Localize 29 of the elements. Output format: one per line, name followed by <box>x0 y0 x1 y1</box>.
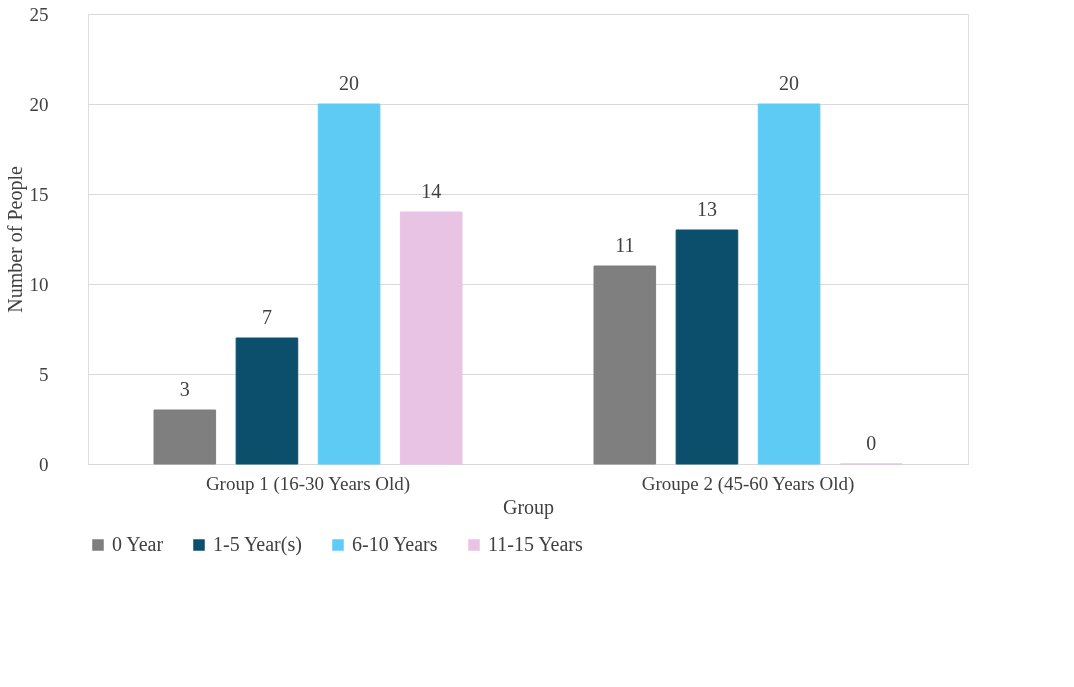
bar <box>317 103 381 465</box>
bar <box>399 211 463 465</box>
legend-label: 1-5 Year(s) <box>213 533 302 556</box>
bar <box>757 103 821 465</box>
x-axis-title: Group <box>502 495 555 519</box>
bar <box>235 337 299 465</box>
y-tick-label: 5 <box>39 363 49 385</box>
data-label: 14 <box>421 180 442 202</box>
data-label: 11 <box>615 234 635 256</box>
y-tick-label: 20 <box>29 93 49 115</box>
bar <box>675 229 739 465</box>
data-label: 3 <box>179 378 190 400</box>
data-label: 7 <box>261 306 272 328</box>
y-tick-label: 25 <box>29 3 49 25</box>
x-tick-label: Group 1 (16-30 Years Old) <box>205 472 411 495</box>
bar <box>593 265 657 465</box>
data-label: 0 <box>866 432 877 454</box>
x-tick-label: Groupe 2 (45-60 Years Old) <box>641 472 855 495</box>
legend-label: 11-15 Years <box>488 533 584 555</box>
y-tick-label: 10 <box>29 273 49 295</box>
data-label: 13 <box>696 198 717 220</box>
data-label: 20 <box>339 72 360 94</box>
y-tick-label: 15 <box>29 183 49 205</box>
bar <box>153 409 217 465</box>
data-label: 20 <box>779 72 800 94</box>
y-tick-label: 0 <box>39 453 49 475</box>
y-axis-title: Number of People <box>3 166 27 313</box>
legend-label: 6-10 Years <box>352 533 438 555</box>
legend-label: 0 Year <box>112 533 164 555</box>
